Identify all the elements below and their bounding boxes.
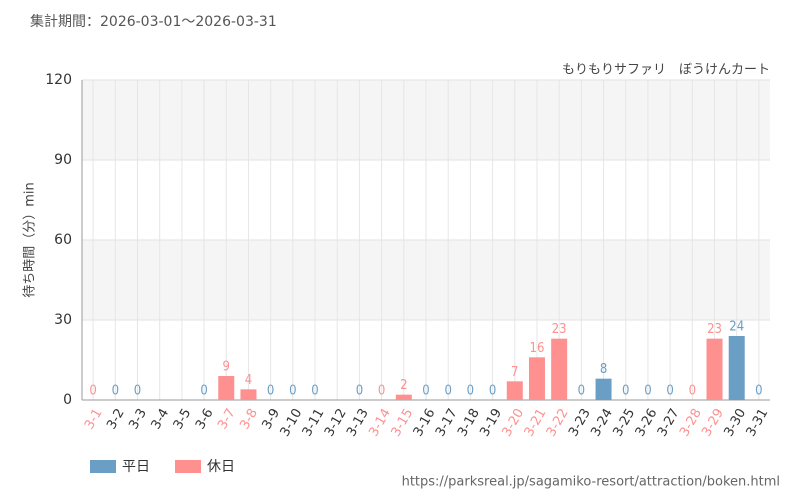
- bar: [595, 378, 612, 400]
- value-label: 23: [552, 322, 567, 337]
- bar: [506, 381, 523, 400]
- chart-subtitle: もりもりサファリ ぼうけんカート: [562, 63, 770, 78]
- value-label: 0: [267, 384, 274, 399]
- value-label: 7: [511, 365, 518, 380]
- value-label: 0: [289, 384, 296, 399]
- legend-label: 平日: [122, 459, 150, 475]
- value-label: 4: [245, 373, 252, 388]
- source: https://parksreal.jp/sagamiko-resort/att…: [402, 475, 780, 490]
- x-tick-label: 3-31: [744, 406, 772, 439]
- bar: [528, 357, 545, 400]
- x-tick-label: 3-12: [322, 406, 350, 439]
- value-label: 0: [89, 384, 96, 399]
- value-label: 0: [467, 384, 474, 399]
- y-tick-label: 90: [54, 152, 72, 168]
- value-label: 8: [600, 362, 607, 377]
- value-label: 16: [530, 341, 545, 356]
- value-label: 23: [707, 322, 722, 337]
- x-tick-label: 3-14: [366, 406, 394, 439]
- value-label: 0: [689, 384, 696, 399]
- value-label: 0: [134, 384, 141, 399]
- value-label: 0: [112, 384, 119, 399]
- x-tick-label: 3-3: [126, 406, 150, 432]
- x-tick-label: 3-5: [171, 406, 195, 432]
- x-tick-label: 3-22: [544, 406, 572, 439]
- x-tick-label: 3-17: [433, 406, 461, 439]
- x-tick-label: 3-10: [278, 406, 306, 439]
- x-tick-label: 3-21: [522, 406, 550, 439]
- bar: [551, 338, 568, 400]
- bar: [728, 336, 745, 400]
- value-label: 0: [666, 384, 673, 399]
- bar: [706, 338, 723, 400]
- value-label: 0: [356, 384, 363, 399]
- x-tick-label: 3-1: [82, 406, 106, 432]
- x-tick-label: 3-16: [411, 406, 439, 439]
- y-tick-label: 120: [45, 72, 72, 88]
- value-label: 0: [378, 384, 385, 399]
- x-tick-label: 3-28: [677, 406, 705, 439]
- value-label: 0: [578, 384, 585, 399]
- x-tick-label: 3-20: [500, 406, 528, 439]
- value-label: 24: [729, 320, 744, 335]
- y-tick-label: 30: [54, 312, 72, 328]
- value-label: 0: [644, 384, 651, 399]
- value-label: 0: [311, 384, 318, 399]
- x-tick-label: 3-30: [721, 406, 749, 439]
- value-label: 0: [200, 384, 207, 399]
- x-tick-label: 3-6: [193, 406, 217, 432]
- legend-swatch: [175, 460, 201, 473]
- y-tick-label: 0: [63, 392, 72, 408]
- bar: [395, 394, 412, 400]
- x-tick-label: 3-7: [215, 406, 239, 432]
- value-label: 2: [400, 378, 407, 393]
- x-tick-label: 3-24: [588, 406, 616, 439]
- value-label: 9: [223, 360, 230, 375]
- legend-label: 休日: [207, 459, 235, 475]
- x-tick-label: 3-15: [389, 406, 417, 439]
- x-tick-label: 3-2: [104, 406, 128, 432]
- x-tick-label: 3-18: [455, 406, 483, 439]
- x-tick-label: 3-25: [610, 406, 638, 439]
- chart-title: 集計期間：2026-03-01～2026-03-31: [30, 13, 277, 30]
- y-axis-label: 待ち時間（分）min: [23, 182, 38, 298]
- x-tick-label: 3-8: [237, 406, 261, 432]
- bar: [218, 376, 235, 400]
- x-tick-label: 3-13: [344, 406, 372, 439]
- x-tick-label: 3-4: [149, 406, 173, 432]
- x-tick-label: 3-11: [300, 406, 328, 439]
- value-label: 0: [622, 384, 629, 399]
- y-tick-label: 60: [54, 232, 72, 248]
- x-tick-label: 3-23: [566, 406, 594, 439]
- legend-swatch: [90, 460, 116, 473]
- bar: [240, 389, 257, 400]
- x-tick-label: 3-27: [655, 406, 683, 439]
- value-label: 0: [444, 384, 451, 399]
- x-tick-label: 3-19: [477, 406, 505, 439]
- x-tick-label: 3-26: [633, 406, 661, 439]
- x-tick-label: 3-29: [699, 406, 727, 439]
- value-label: 0: [755, 384, 762, 399]
- value-label: 0: [489, 384, 496, 399]
- value-label: 0: [422, 384, 429, 399]
